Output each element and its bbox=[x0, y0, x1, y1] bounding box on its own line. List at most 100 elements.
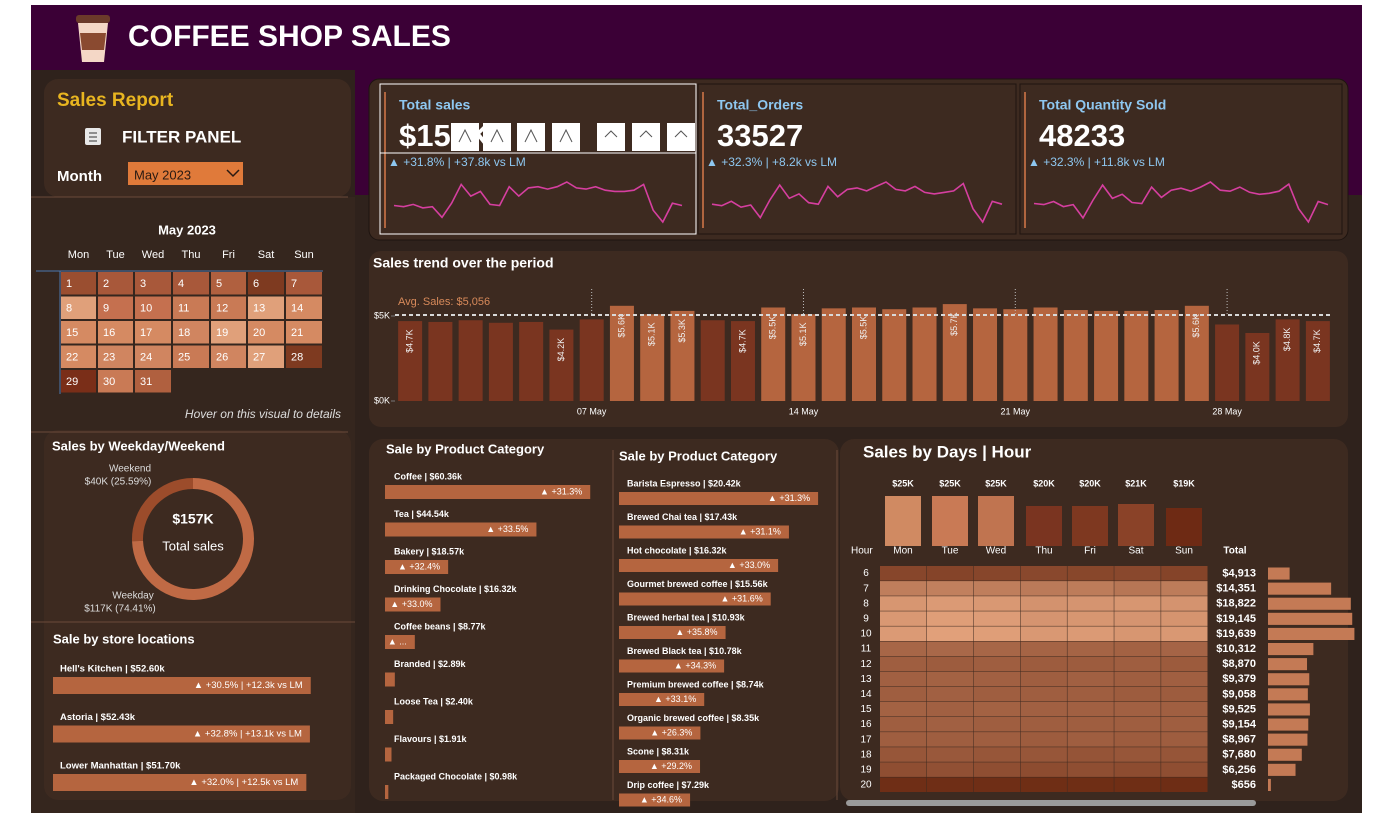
calendar-day[interactable] bbox=[135, 345, 171, 369]
calendar-day-number[interactable]: 8 bbox=[66, 302, 72, 314]
calendar-day[interactable] bbox=[98, 296, 133, 320]
calendar-day[interactable] bbox=[211, 296, 246, 320]
calendar-day-number[interactable]: 27 bbox=[253, 351, 265, 363]
calendar-day-number[interactable]: 5 bbox=[216, 278, 222, 290]
calendar-day[interactable] bbox=[61, 296, 96, 320]
calendar-day[interactable] bbox=[61, 321, 96, 344]
heat-cell bbox=[926, 701, 974, 717]
calendar-day-number[interactable]: 3 bbox=[140, 278, 146, 290]
heat-cell bbox=[1161, 777, 1208, 792]
scrollbar[interactable] bbox=[846, 800, 1256, 806]
heat-cell bbox=[1161, 626, 1208, 641]
item-delta: ▲ +31.1% bbox=[739, 526, 781, 536]
calendar-day[interactable] bbox=[173, 296, 209, 320]
calendar-day-number[interactable]: 25 bbox=[178, 351, 190, 363]
calendar-day-number[interactable]: 24 bbox=[140, 351, 152, 363]
calendar-day[interactable] bbox=[248, 272, 284, 295]
calendar-day-number[interactable]: 30 bbox=[103, 376, 115, 388]
calendar-day-number[interactable]: 18 bbox=[178, 327, 190, 339]
bar-label: $5.1K bbox=[647, 323, 657, 347]
calendar-day-number[interactable]: 9 bbox=[103, 302, 109, 314]
item-label: Organic brewed coffee | $8.35k bbox=[627, 713, 760, 723]
calendar-day[interactable] bbox=[135, 296, 171, 320]
calendar-day[interactable] bbox=[286, 321, 322, 344]
hour-label: 8 bbox=[863, 598, 869, 609]
calendar-day-number[interactable]: 1 bbox=[66, 278, 72, 290]
calendar-day-number[interactable]: 16 bbox=[103, 327, 115, 339]
toolbar-button[interactable] bbox=[517, 123, 545, 151]
calendar-day-number[interactable]: 31 bbox=[140, 376, 152, 388]
toolbar-button[interactable] bbox=[597, 123, 625, 151]
item-label: Gourmet brewed coffee | $15.56k bbox=[627, 579, 769, 589]
calendar-day-number[interactable]: 4 bbox=[178, 278, 184, 290]
calendar-day-number[interactable]: 11 bbox=[178, 302, 189, 314]
weekday-label: Fri bbox=[222, 249, 235, 261]
calendar-day-number[interactable]: 26 bbox=[216, 351, 228, 363]
calendar-day-number[interactable]: 29 bbox=[66, 376, 78, 388]
calendar-day-number[interactable]: 23 bbox=[103, 351, 115, 363]
slice-name: Weekday bbox=[112, 591, 154, 602]
header-title: COFFEE SHOP SALES bbox=[128, 20, 451, 53]
calendar-day-number[interactable]: 7 bbox=[291, 278, 297, 290]
calendar-day[interactable] bbox=[211, 321, 246, 344]
calendar-day-number[interactable]: 19 bbox=[216, 327, 228, 339]
calendar-day-number[interactable]: 21 bbox=[291, 327, 303, 339]
toolbar-button[interactable] bbox=[552, 123, 580, 151]
item-bar bbox=[385, 785, 389, 799]
calendar-day[interactable] bbox=[211, 345, 246, 369]
calendar-day-number[interactable]: 17 bbox=[140, 327, 152, 339]
heat-cell bbox=[880, 656, 927, 672]
calendar-day[interactable] bbox=[135, 321, 171, 344]
month-dropdown[interactable] bbox=[128, 162, 243, 185]
toolbar-button[interactable] bbox=[483, 123, 511, 151]
trend-bar bbox=[1033, 307, 1058, 401]
calendar-day-number[interactable]: 22 bbox=[66, 351, 78, 363]
calendar-day[interactable] bbox=[286, 272, 322, 295]
calendar-day-number[interactable]: 6 bbox=[253, 278, 259, 290]
calendar-day-number[interactable]: 13 bbox=[253, 302, 265, 314]
calendar-day-number[interactable]: 10 bbox=[140, 302, 152, 314]
calendar-day[interactable] bbox=[248, 345, 284, 369]
calendar-day-number[interactable]: 14 bbox=[291, 302, 303, 314]
item-delta: ▲ +35.8% bbox=[675, 627, 717, 637]
calendar-day[interactable] bbox=[98, 272, 133, 295]
trend-bar bbox=[519, 321, 544, 401]
calendar-day-number[interactable]: 28 bbox=[291, 351, 303, 363]
total-label: $9,154 bbox=[1222, 718, 1257, 730]
heat-cell bbox=[973, 717, 1021, 732]
calendar-day-number[interactable]: 15 bbox=[66, 327, 78, 339]
calendar-day[interactable] bbox=[135, 272, 171, 295]
toolbar-button[interactable] bbox=[632, 123, 660, 151]
toolbar-button[interactable] bbox=[667, 123, 695, 151]
calendar-day[interactable] bbox=[61, 272, 96, 295]
heat-cell bbox=[1114, 671, 1161, 687]
item-delta: ▲ +31.6% bbox=[721, 593, 763, 603]
calendar-day[interactable] bbox=[98, 321, 133, 344]
sparkline bbox=[1033, 181, 1329, 224]
calendar-day[interactable] bbox=[211, 272, 246, 295]
calendar-day[interactable] bbox=[173, 345, 209, 369]
heat-cell bbox=[1020, 686, 1067, 702]
heat-cell bbox=[1161, 671, 1208, 687]
calendar-day[interactable] bbox=[286, 296, 322, 320]
calendar-day-number[interactable]: 12 bbox=[216, 302, 228, 314]
calendar-day[interactable] bbox=[98, 370, 133, 393]
calendar-day[interactable] bbox=[173, 272, 209, 295]
heat-cell bbox=[1161, 717, 1208, 732]
calendar-day-number[interactable]: 20 bbox=[253, 327, 265, 339]
calendar-day[interactable] bbox=[61, 345, 96, 369]
calendar-day-number[interactable]: 2 bbox=[103, 278, 109, 290]
heat-cell bbox=[1020, 581, 1067, 596]
heat-cell bbox=[973, 671, 1021, 687]
calendar-day[interactable] bbox=[248, 296, 284, 320]
calendar-day[interactable] bbox=[286, 345, 322, 369]
calendar-day[interactable] bbox=[61, 370, 96, 393]
calendar-day[interactable] bbox=[173, 321, 209, 344]
toolbar-button[interactable] bbox=[451, 123, 479, 151]
item-bar bbox=[385, 597, 441, 612]
calendar-day[interactable] bbox=[98, 345, 133, 369]
calendar-day[interactable] bbox=[248, 321, 284, 344]
heat-cell bbox=[1114, 732, 1161, 747]
calendar-day[interactable] bbox=[135, 370, 171, 393]
month-value[interactable]: May 2023 bbox=[134, 167, 191, 182]
